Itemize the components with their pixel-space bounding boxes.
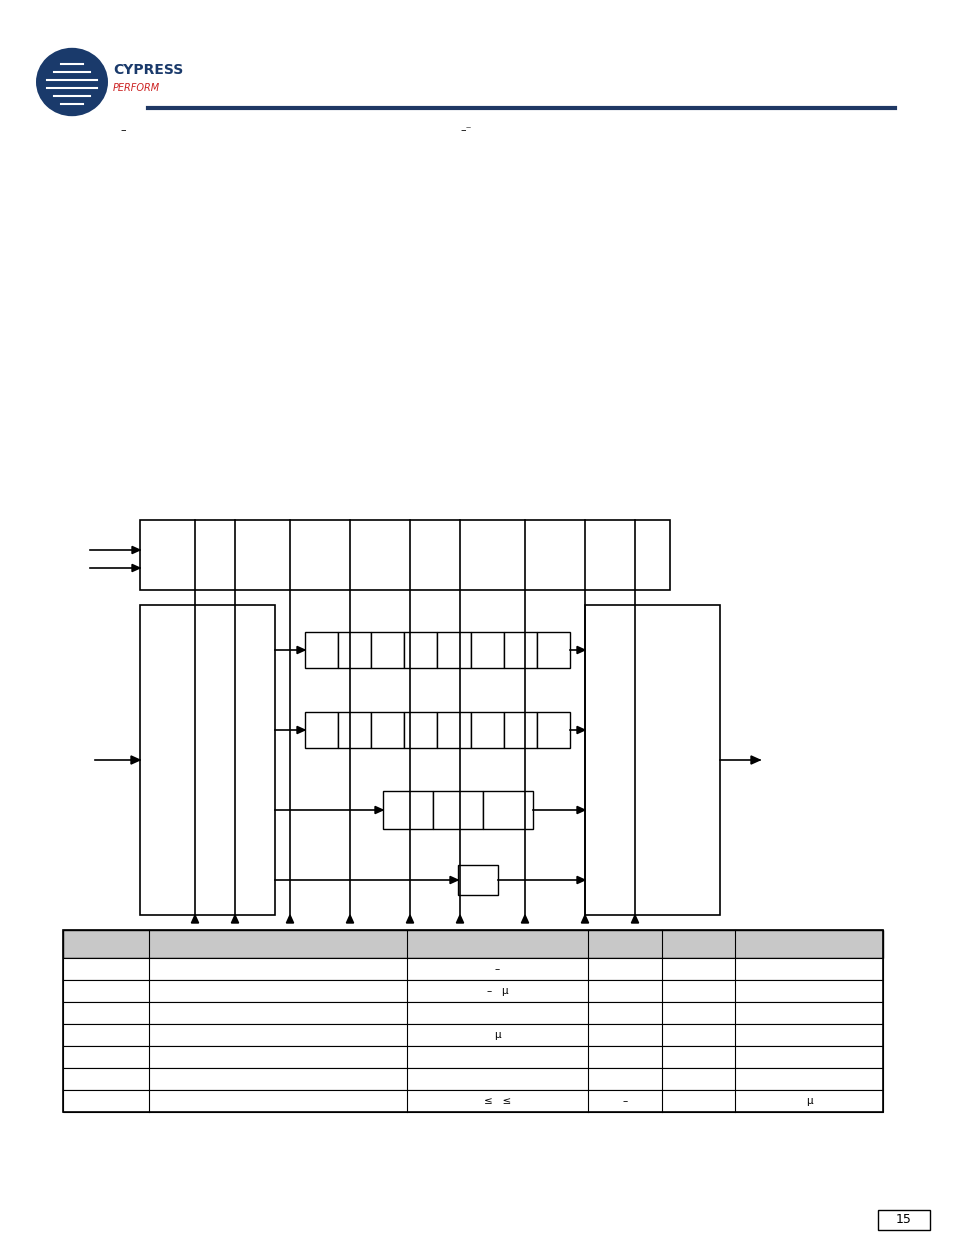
Polygon shape [750,756,760,764]
Bar [371,713,404,748]
Polygon shape [296,726,305,734]
Polygon shape [577,646,584,653]
Ellipse shape [36,48,108,116]
Bar [404,632,437,668]
Bar [537,632,569,668]
Text: 15: 15 [895,1214,911,1226]
Bar [140,605,274,915]
Bar [584,605,720,915]
Polygon shape [286,915,294,923]
Polygon shape [132,564,140,572]
Bar [470,632,503,668]
Bar [63,1046,882,1068]
Text: μ: μ [494,1030,500,1040]
Bar [63,981,882,1002]
Polygon shape [631,915,638,923]
Polygon shape [577,726,584,734]
Bar [404,713,437,748]
Bar [503,632,537,668]
Bar [482,790,533,829]
Polygon shape [580,915,588,923]
Text: CYPRESS: CYPRESS [112,63,183,77]
Bar [63,930,882,1112]
Polygon shape [131,756,140,764]
Text: –: – [495,965,499,974]
Bar [433,790,482,829]
Bar [437,632,470,668]
Bar [470,713,503,748]
Bar [63,930,882,958]
Bar [457,864,497,895]
Bar [382,790,433,829]
Bar [63,1091,882,1112]
Bar [877,1210,929,1230]
Bar [371,632,404,668]
Bar [337,632,371,668]
Polygon shape [456,915,463,923]
Polygon shape [232,915,238,923]
Polygon shape [577,806,584,814]
Polygon shape [296,646,305,653]
Polygon shape [346,915,354,923]
Text: μ: μ [805,1095,812,1107]
Polygon shape [375,806,382,814]
Text: ≤   ≤: ≤ ≤ [483,1095,511,1107]
Bar [63,1024,882,1046]
Polygon shape [192,915,198,923]
Polygon shape [132,546,140,553]
Text: –⁻: –⁻ [459,125,471,135]
Polygon shape [406,915,414,923]
Text: –: – [621,1095,627,1107]
Bar [503,713,537,748]
Bar [437,713,470,748]
Bar [537,713,569,748]
Text: –   μ: – μ [486,986,508,995]
Bar [305,713,337,748]
Bar [63,1068,882,1091]
Text: –: – [120,125,126,135]
Polygon shape [577,877,584,883]
Bar [140,520,669,590]
Bar [63,958,882,981]
Bar [305,632,337,668]
Polygon shape [450,877,457,883]
Bar [337,713,371,748]
Text: PERFORM: PERFORM [112,83,160,93]
Polygon shape [521,915,528,923]
Bar [63,1002,882,1024]
